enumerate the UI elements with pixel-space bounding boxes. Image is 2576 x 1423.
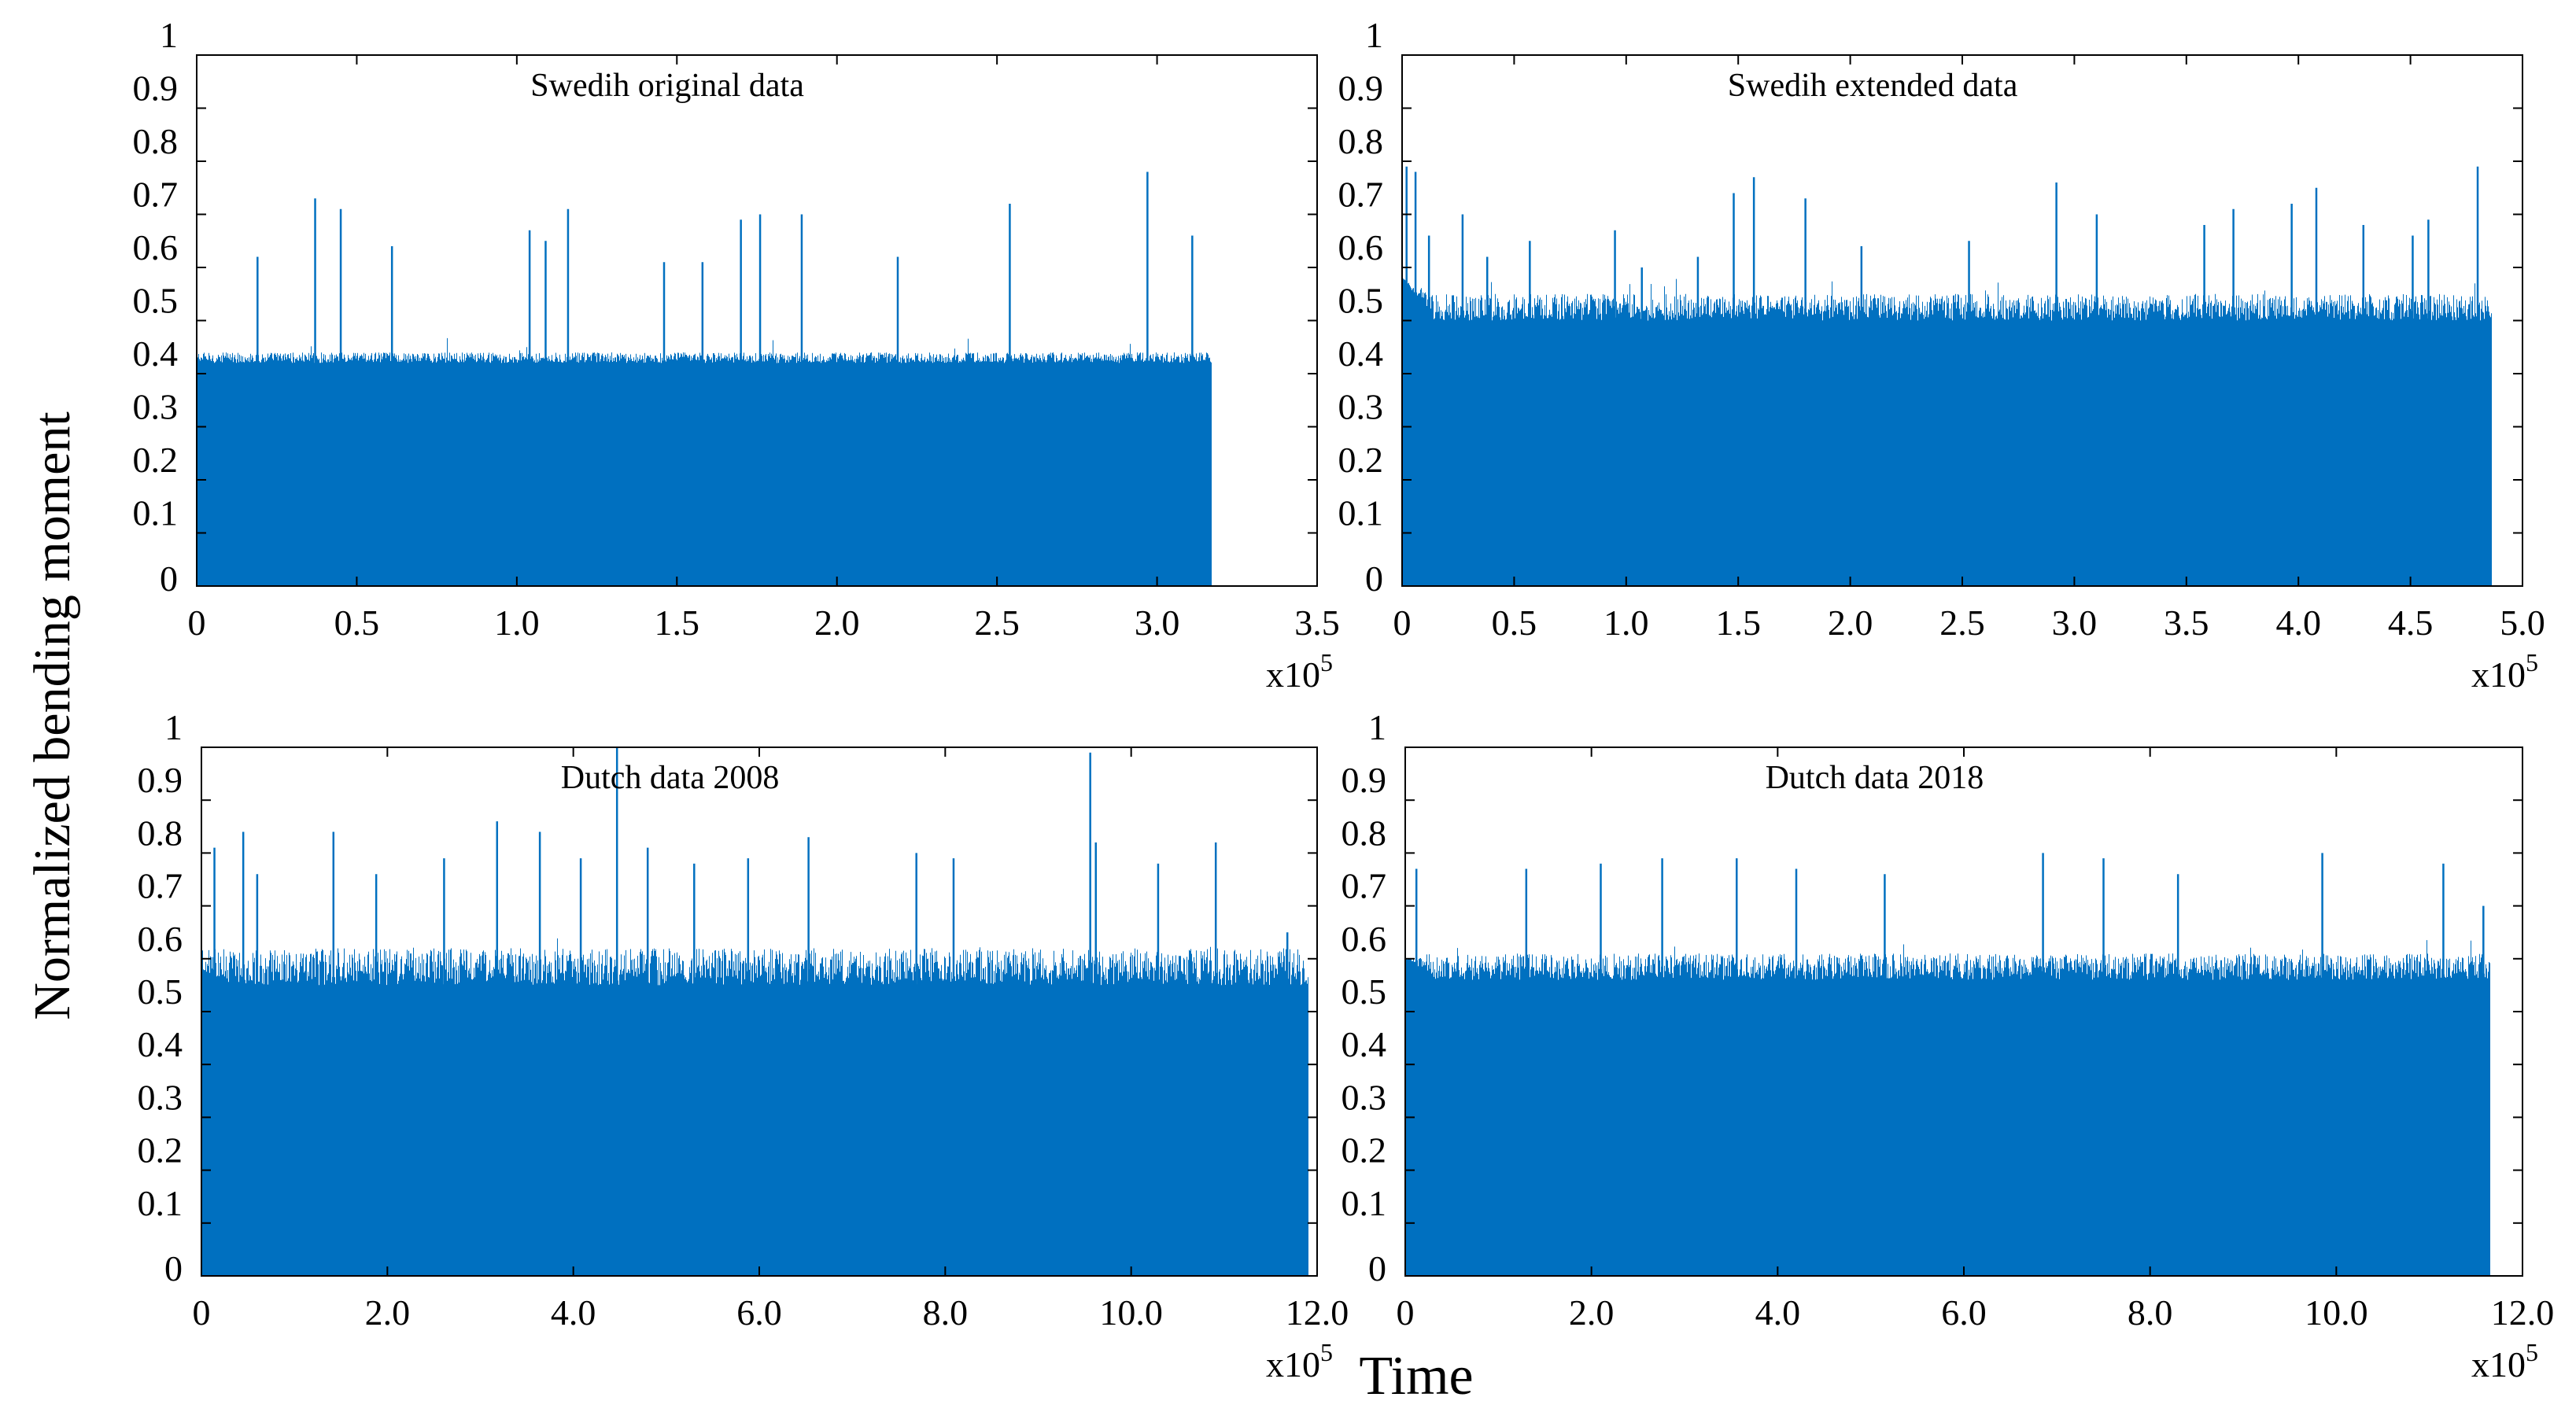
x-tick-label: 10.0 bbox=[1099, 1292, 1163, 1333]
y-tick-label: 0 bbox=[1365, 559, 1383, 599]
y-tick-label: 0.6 bbox=[133, 227, 179, 267]
y-tick-label: 0.7 bbox=[1338, 175, 1384, 215]
x-tick-label: 4.5 bbox=[2388, 603, 2434, 643]
x-tick-label: 3.5 bbox=[1294, 603, 1340, 643]
y-tick-label: 0.4 bbox=[133, 334, 179, 374]
x-tick-label: 2.5 bbox=[1939, 603, 1985, 643]
x-tick-label: 6.0 bbox=[736, 1292, 782, 1333]
signal-floor bbox=[197, 378, 1212, 586]
panel-title: Dutch data 2008 bbox=[561, 760, 780, 796]
y-tick-label: 0.2 bbox=[138, 1130, 183, 1170]
x-tick-label: 2.5 bbox=[974, 603, 1020, 643]
x-tick-label: 3.5 bbox=[2164, 603, 2209, 643]
x-tick-label: 0.5 bbox=[334, 603, 380, 643]
y-tick-label: 0 bbox=[160, 559, 178, 599]
x-tick-label: 0 bbox=[193, 1292, 211, 1333]
x-tick-label: 2.0 bbox=[1828, 603, 1873, 643]
y-tick-label: 0.2 bbox=[1338, 440, 1384, 480]
x-tick-label: 1.0 bbox=[494, 603, 540, 643]
y-tick-label: 0.9 bbox=[1338, 68, 1384, 109]
y-tick-label: 0.7 bbox=[1342, 866, 1387, 906]
y-tick-label: 0.6 bbox=[1342, 919, 1387, 959]
panel-swedish-extended: 0 0.1 0.2 0.3 0.4 0.5 0.6 0.7 0.8 0.9 1 0 0.5 1.0 1.5 2… bbox=[1338, 15, 2545, 695]
x-multiplier: x105 bbox=[2471, 1338, 2538, 1384]
y-tick-label: 1 bbox=[160, 15, 178, 55]
x-tick-label: 3.0 bbox=[1135, 603, 1180, 643]
panel-title: Dutch data 2018 bbox=[1766, 760, 1984, 796]
y-tick-label: 0.5 bbox=[1342, 971, 1387, 1012]
y-tick-label: 0.9 bbox=[1342, 760, 1387, 800]
x-tick-label: 0.5 bbox=[1492, 603, 1537, 643]
y-tick-label: 0.1 bbox=[133, 493, 179, 533]
x-tick-label: 12.0 bbox=[2491, 1292, 2555, 1333]
x-tick-label: 2.0 bbox=[1569, 1292, 1615, 1333]
y-tick-label: 0.2 bbox=[1342, 1130, 1387, 1170]
x-tick-label: 4.0 bbox=[551, 1292, 596, 1333]
y-tick-label: 0.4 bbox=[1338, 334, 1384, 374]
y-tick-label: 0.1 bbox=[1342, 1183, 1387, 1223]
y-tick-label: 0.9 bbox=[138, 760, 183, 800]
y-tick-label: 0.3 bbox=[133, 387, 179, 427]
y-tick-label: 0.8 bbox=[1338, 121, 1384, 161]
signal-floor bbox=[201, 1032, 1308, 1276]
y-tick-label: 0 bbox=[1368, 1248, 1386, 1288]
x-multiplier: x105 bbox=[1266, 1338, 1333, 1384]
panel-title: Swedih original data bbox=[530, 68, 804, 104]
panel-swedish-original: 0 0.1 0.2 0.3 0.4 0.5 0.6 0.7 0.8 0.9 1 0 0.5 1.0 1.5 2… bbox=[133, 15, 1340, 695]
y-tick-label: 1 bbox=[1368, 707, 1386, 747]
x-tick-label: 4.0 bbox=[1755, 1292, 1801, 1333]
y-tick-label: 0.7 bbox=[133, 175, 179, 215]
x-tick-label: 0 bbox=[1393, 603, 1412, 643]
x-tick-label: 5.0 bbox=[2500, 603, 2545, 643]
x-tick-label: 4.0 bbox=[2275, 603, 2321, 643]
signal-floor bbox=[1402, 352, 2492, 586]
signal-floor bbox=[1405, 1027, 2490, 1276]
panel-dutch-2008: 0 0.1 0.2 0.3 0.4 0.5 0.6 0.7 0.8 0.9 1 0 2.0 4.0 6.0 8… bbox=[138, 707, 1349, 1384]
y-tick-label: 0.8 bbox=[1342, 813, 1387, 853]
x-tick-label: 8.0 bbox=[923, 1292, 969, 1333]
y-tick-label: 0.9 bbox=[133, 68, 179, 109]
y-tick-label: 0.5 bbox=[1338, 281, 1384, 321]
y-tick-label: 0.5 bbox=[133, 281, 179, 321]
panel-title: Swedih extended data bbox=[1728, 68, 2018, 104]
y-tick-label: 0.8 bbox=[138, 813, 183, 853]
y-tick-label: 1 bbox=[1365, 15, 1383, 55]
figure-ylabel: Normalized bending moment bbox=[24, 411, 81, 1019]
y-tick-label: 0.1 bbox=[138, 1183, 183, 1223]
y-tick-label: 0.7 bbox=[138, 866, 183, 906]
y-tick-label: 0.2 bbox=[133, 440, 179, 480]
y-tick-label: 0.4 bbox=[138, 1024, 183, 1064]
y-tick-label: 0.6 bbox=[138, 919, 183, 959]
x-tick-label: 0 bbox=[1397, 1292, 1415, 1333]
x-tick-label: 2.0 bbox=[365, 1292, 411, 1333]
y-tick-label: 0.3 bbox=[138, 1077, 183, 1117]
x-tick-label: 1.5 bbox=[655, 603, 700, 643]
x-tick-label: 8.0 bbox=[2128, 1292, 2173, 1333]
x-tick-label: 2.0 bbox=[814, 603, 860, 643]
y-tick-label: 0.3 bbox=[1338, 387, 1384, 427]
y-tick-label: 0 bbox=[164, 1248, 183, 1288]
x-tick-label: 1.5 bbox=[1715, 603, 1761, 643]
x-tick-label: 12.0 bbox=[1286, 1292, 1349, 1333]
figure-xlabel: Time bbox=[1359, 1346, 1473, 1406]
x-tick-label: 3.0 bbox=[2052, 603, 2098, 643]
y-tick-label: 0.5 bbox=[138, 971, 183, 1012]
y-tick-label: 0.1 bbox=[1338, 493, 1384, 533]
y-tick-label: 1 bbox=[164, 707, 183, 747]
y-tick-label: 0.8 bbox=[133, 121, 179, 161]
y-tick-label: 0.4 bbox=[1342, 1024, 1387, 1064]
x-multiplier: x105 bbox=[1266, 648, 1333, 695]
x-tick-label: 1.0 bbox=[1604, 603, 1649, 643]
x-tick-label: 0 bbox=[188, 603, 206, 643]
x-tick-label: 10.0 bbox=[2305, 1292, 2368, 1333]
panel-dutch-2018: 0 0.1 0.2 0.3 0.4 0.5 0.6 0.7 0.8 0.9 1 0 2.0 4.0 6.0 8… bbox=[1342, 707, 2555, 1384]
y-tick-label: 0.6 bbox=[1338, 227, 1384, 267]
x-tick-label: 6.0 bbox=[1941, 1292, 1987, 1333]
x-multiplier: x105 bbox=[2471, 648, 2538, 695]
y-tick-label: 0.3 bbox=[1342, 1077, 1387, 1117]
